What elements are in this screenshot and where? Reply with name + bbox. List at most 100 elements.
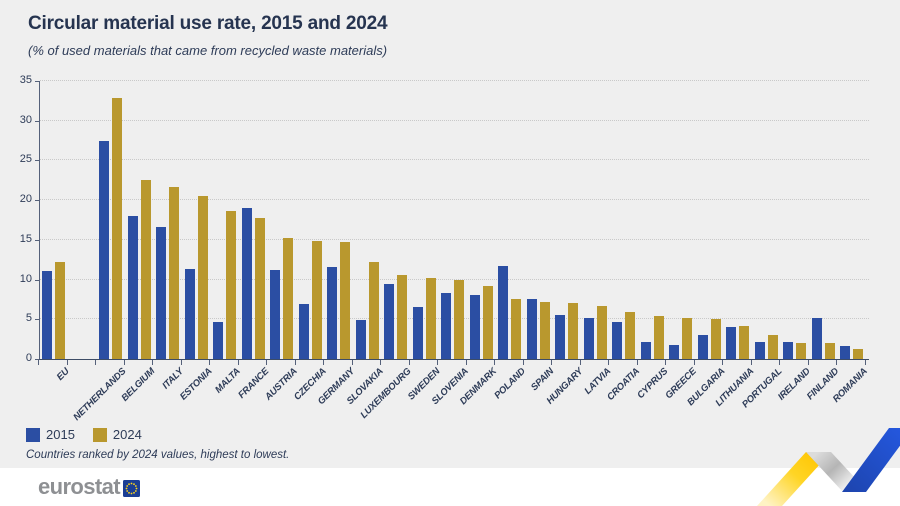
y-axis-tick-10 — [35, 279, 39, 281]
bar-2024-eu — [55, 262, 65, 359]
ribbon-blue-band — [842, 428, 900, 492]
x-axis-tick — [409, 360, 410, 365]
gridline-10 — [40, 278, 869, 280]
bar-2015-france — [241, 208, 252, 359]
x-axis-tick — [437, 360, 438, 365]
x-axis-label-poland: POLAND — [492, 366, 528, 402]
bar-2024-spain — [539, 301, 550, 359]
eurostat-logo: eurostat — [38, 476, 140, 498]
y-axis-label-25: 25 — [19, 153, 32, 166]
bar-2015-cyprus — [640, 341, 651, 359]
x-axis-tick — [352, 360, 353, 365]
bar-2024-netherlands — [112, 98, 122, 359]
x-axis-tick — [323, 360, 324, 365]
x-axis-tick — [637, 360, 638, 365]
x-axis-tick — [580, 360, 581, 365]
bar-2024-slovakia — [368, 262, 379, 359]
bar-2015-poland — [498, 266, 508, 359]
bar-2024-czechia — [311, 241, 322, 359]
gridline-25 — [40, 159, 869, 161]
bar-2024-lithuania — [739, 326, 749, 359]
y-axis-label-15: 15 — [19, 232, 32, 245]
bar-2015-croatia — [612, 322, 622, 359]
x-axis-tick — [466, 360, 467, 365]
bar-2015-ireland — [783, 342, 793, 359]
legend-item-2024: 2024 — [92, 427, 142, 442]
x-axis-tick — [836, 360, 837, 365]
legend-label-2024: 2024 — [112, 427, 142, 442]
x-axis-tick — [67, 360, 68, 365]
bar-2024-croatia — [625, 312, 635, 359]
x-axis-tick — [95, 360, 96, 365]
bar-2024-france — [254, 217, 265, 359]
chart-subtitle: (% of used materials that came from recy… — [28, 43, 388, 58]
legend-label-2015: 2015 — [46, 427, 75, 442]
x-axis-tick — [124, 360, 125, 365]
bar-2015-eu — [42, 270, 52, 359]
y-axis-tick-15 — [35, 239, 39, 241]
bar-2015-portugal — [754, 342, 765, 359]
bar-2015-sweden — [412, 307, 423, 359]
bar-2015-netherlands — [99, 141, 109, 359]
footer-band: eurostat — [0, 468, 900, 506]
plot-area — [39, 80, 869, 360]
bar-2015-italy — [156, 227, 166, 359]
x-axis-tick — [665, 360, 666, 365]
bar-2024-greece — [682, 317, 692, 359]
x-axis-tick — [209, 360, 210, 365]
bar-2015-latvia — [583, 317, 594, 359]
x-axis-tick — [779, 360, 780, 365]
gridline-15 — [40, 238, 869, 240]
y-axis-label-35: 35 — [19, 74, 32, 86]
y-axis-label-30: 30 — [19, 113, 32, 126]
y-axis-label-20: 20 — [19, 193, 32, 206]
x-axis-label-spain: SPAIN — [529, 366, 557, 394]
legend-item-2015: 2015 — [26, 427, 75, 442]
bar-2015-finland — [811, 317, 822, 359]
bar-2015-luxembourg — [384, 284, 394, 359]
bar-2024-estonia — [197, 196, 208, 359]
eurostat-logo-text: eurostat — [38, 474, 121, 499]
ribbon-yellow-band — [757, 452, 831, 506]
bar-2024-slovenia — [454, 279, 464, 359]
bar-2024-austria — [283, 238, 293, 359]
bar-2024-malta — [226, 211, 236, 359]
bar-2015-germany — [327, 266, 337, 359]
bar-2015-estonia — [184, 269, 195, 359]
x-axis-tick — [523, 360, 524, 365]
bar-2024-poland — [511, 298, 521, 359]
bar-2024-italy — [169, 186, 179, 359]
chart-title: Circular material use rate, 2015 and 202… — [28, 13, 388, 34]
bar-2024-latvia — [596, 305, 607, 359]
x-axis-tick — [295, 360, 296, 365]
bar-2015-greece — [669, 344, 679, 359]
y-axis-label-0: 0 — [25, 352, 32, 364]
ribbon-gray-fold — [806, 452, 856, 491]
x-axis-tick — [808, 360, 809, 365]
bar-2015-slovakia — [355, 320, 366, 359]
bar-2015-belgium — [127, 216, 138, 359]
y-axis-tick-0 — [35, 359, 39, 360]
bar-2015-denmark — [469, 294, 480, 359]
legend: 2015 2024 — [26, 427, 142, 442]
bar-2015-malta — [213, 321, 223, 359]
bar-2015-lithuania — [726, 327, 736, 359]
x-axis-tick — [694, 360, 695, 365]
y-axis-label-5: 5 — [25, 312, 32, 325]
x-axis-tick — [152, 360, 153, 365]
bar-2024-hungary — [568, 302, 578, 359]
bar-2015-spain — [526, 299, 537, 359]
x-axis-tick — [751, 360, 752, 365]
bar-2015-slovenia — [441, 293, 451, 359]
bar-2024-romania — [853, 348, 863, 359]
bar-2015-bulgaria — [697, 335, 708, 359]
bar-2024-portugal — [767, 335, 778, 359]
x-axis-tick — [238, 360, 239, 365]
bar-2024-ireland — [796, 343, 806, 359]
bar-2024-finland — [824, 343, 835, 359]
bar-2024-denmark — [482, 285, 493, 359]
x-axis-label-eu: EU — [54, 366, 72, 383]
x-axis-tick — [608, 360, 609, 365]
legend-swatch-2015 — [26, 427, 40, 442]
x-axis-tick — [266, 360, 267, 365]
